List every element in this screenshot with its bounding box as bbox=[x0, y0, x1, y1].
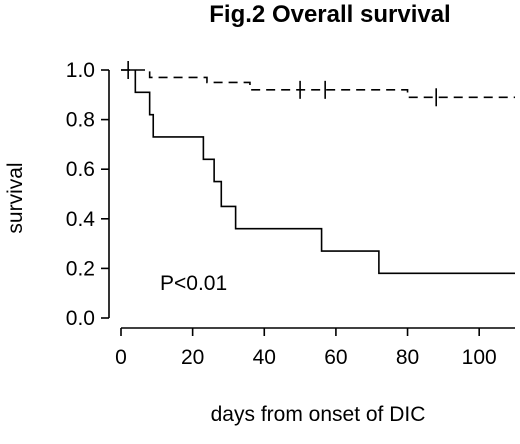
chart-title: Fig.2 Overall survival bbox=[209, 1, 450, 28]
y-tick-label: 0.8 bbox=[66, 109, 95, 132]
x-tick-label: 20 bbox=[181, 346, 204, 369]
y-tick-label: 0.4 bbox=[66, 208, 96, 231]
y-tick-label: 1.0 bbox=[66, 59, 95, 82]
y-axis-label: survival bbox=[4, 162, 27, 233]
survival-curve-solid bbox=[121, 69, 515, 275]
x-tick-label: 40 bbox=[253, 346, 276, 369]
x-tick-label: 80 bbox=[396, 346, 419, 369]
y-tick-label: 0.2 bbox=[66, 257, 95, 280]
y-tick-label: 0.6 bbox=[66, 158, 95, 181]
x-axis-label: days from onset of DIC bbox=[211, 403, 426, 426]
x-tick-label: 0 bbox=[115, 346, 127, 369]
survival-curve-dashed bbox=[121, 69, 515, 99]
x-tick-label: 100 bbox=[462, 346, 497, 369]
p-value-annotation: P<0.01 bbox=[160, 272, 227, 295]
plot-area: 0 20 40 60 80 100 0.0 0.2 0.4 0.6 0.8 1.0 bbox=[66, 59, 515, 369]
y-tick-label: 0.0 bbox=[66, 307, 95, 330]
x-tick-label: 60 bbox=[324, 346, 347, 369]
